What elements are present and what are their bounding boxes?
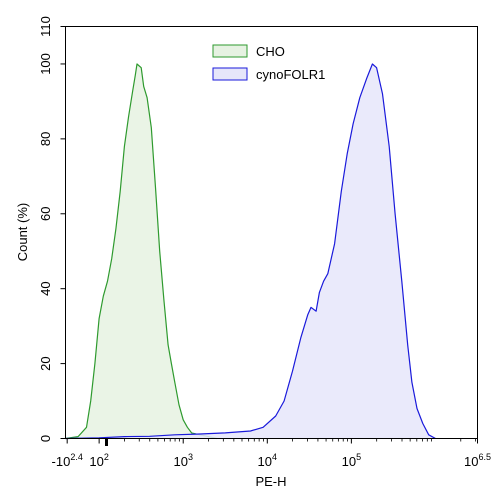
x-tick-label-3: 104 (258, 452, 277, 469)
series-area-cynofolr1 (65, 64, 436, 439)
legend-swatch-cynofolr1 (212, 67, 248, 81)
x-tick-label-1: 102 (89, 452, 108, 469)
legend: CHO cynoFOLR1 (212, 44, 325, 82)
y-tick-label-40: 40 (38, 281, 53, 295)
y-axis-label: Count (%) (15, 203, 30, 262)
x-tick-label-4: 105 (342, 452, 361, 469)
axis-marker (105, 439, 108, 446)
x-tick-label-2: 103 (173, 452, 192, 469)
series-line-cho (65, 63, 217, 440)
y-tick-label-60: 60 (38, 207, 53, 221)
y-tick-label-0: 0 (38, 435, 53, 442)
x-tick-label-5: 106.5 (464, 452, 491, 469)
y-tick-label-20: 20 (38, 356, 53, 370)
plot-frame (65, 26, 478, 439)
series-area-cho (65, 64, 217, 439)
y-tick-label-100: 100 (38, 53, 53, 75)
x-tick-label-0: -102.4 (52, 452, 83, 469)
legend-label-cynofolr1: cynoFOLR1 (256, 67, 325, 82)
series-layer (65, 63, 436, 440)
series-line-cynofolr1 (65, 63, 436, 440)
legend-swatch-cho (212, 44, 248, 58)
y-tick-label-80: 80 (38, 132, 53, 146)
axes-layer: 0 20 40 60 80 100 110 -102.4 102 103 104 105 106.5 (38, 16, 491, 469)
x-axis-label: PE-H (255, 474, 286, 489)
y-tick-label-110: 110 (38, 16, 53, 37)
legend-label-cho: CHO (256, 44, 285, 59)
